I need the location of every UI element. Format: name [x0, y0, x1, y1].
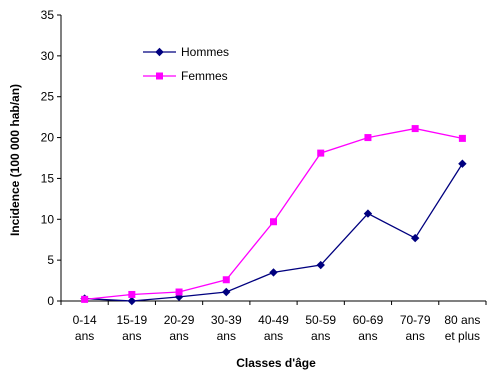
y-tick-label: 30	[41, 49, 55, 63]
series-line	[84, 163, 463, 302]
legend-label: Femmes	[181, 69, 228, 83]
x-tick-label: 60-69 ans	[353, 313, 384, 343]
x-tick-label-line: ans	[311, 329, 330, 343]
y-axis-ticks: 0 5 10 15 20 25 30 35	[41, 8, 61, 308]
x-tick-label-line: ans	[405, 329, 424, 343]
x-tick-label-line: 40-49	[258, 313, 289, 327]
data-point	[411, 125, 419, 133]
y-tick-label: 20	[41, 131, 55, 145]
x-tick-label: 80 ans et plus	[444, 313, 480, 343]
y-tick-label: 35	[41, 8, 55, 22]
data-point	[458, 159, 467, 168]
y-tick-label: 0	[47, 294, 54, 308]
x-tick-label-line: 15-19	[116, 313, 147, 327]
x-tick-label-line: 80 ans	[444, 313, 480, 327]
data-point	[128, 290, 136, 298]
x-tick-label-line: 20-29	[164, 313, 195, 327]
x-tick-label-line: ans	[75, 329, 94, 343]
data-point	[127, 296, 137, 306]
series	[80, 125, 467, 306]
data-point	[363, 209, 373, 218]
y-tick-label: 5	[47, 253, 54, 267]
y-tick-label: 15	[41, 171, 55, 185]
y-tick-label: 10	[41, 212, 55, 226]
data-point	[317, 149, 325, 157]
x-tick-label: 50-59 ans	[305, 313, 336, 343]
data-point	[458, 134, 466, 142]
legend-item: Hommes	[143, 45, 229, 59]
data-point	[270, 218, 277, 226]
legend-item: Femmes	[143, 69, 228, 83]
data-point	[81, 295, 89, 303]
x-tick-label-line: ans	[217, 329, 236, 343]
legend-marker	[156, 72, 163, 80]
x-tick-label-line: 30-39	[211, 313, 242, 327]
x-axis-label: Classes d'âge	[236, 356, 316, 370]
series-hommes	[80, 159, 467, 306]
x-tick-label-line: 0-14	[73, 313, 97, 327]
y-tick-label: 25	[41, 90, 55, 104]
data-point	[364, 134, 372, 142]
x-tick-label: 40-49 ans	[258, 313, 289, 343]
x-tick-label-line: 60-69	[353, 313, 384, 327]
x-tick-label-line: ans	[264, 329, 283, 343]
series-femmes	[81, 125, 466, 303]
x-tick-label: 15-19 ans	[116, 313, 147, 343]
legend-label: Hommes	[181, 45, 229, 59]
x-tick-label-line: 50-59	[305, 313, 336, 327]
x-tick-label-line: et plus	[445, 329, 480, 343]
x-tick-label: 20-29 ans	[164, 313, 195, 343]
x-tick-label: 30-39 ans	[211, 313, 242, 343]
x-tick-label: 0-14 ans	[73, 313, 97, 343]
data-point	[316, 260, 325, 270]
legend: Hommes Femmes	[143, 45, 229, 83]
x-tick-label: 70-79 ans	[400, 313, 431, 343]
data-point	[269, 268, 278, 277]
axes	[60, 15, 486, 302]
legend-marker	[155, 47, 164, 57]
x-tick-label-line: 70-79	[400, 313, 431, 327]
data-point	[410, 233, 420, 243]
data-point	[175, 288, 183, 296]
x-tick-label-line: ans	[169, 329, 188, 343]
y-axis-label: Incidence (100 000 hab/an)	[8, 84, 22, 236]
x-tick-label-line: ans	[122, 329, 141, 343]
data-point	[222, 276, 230, 284]
data-point	[222, 287, 231, 297]
x-tick-label-line: ans	[358, 329, 377, 343]
